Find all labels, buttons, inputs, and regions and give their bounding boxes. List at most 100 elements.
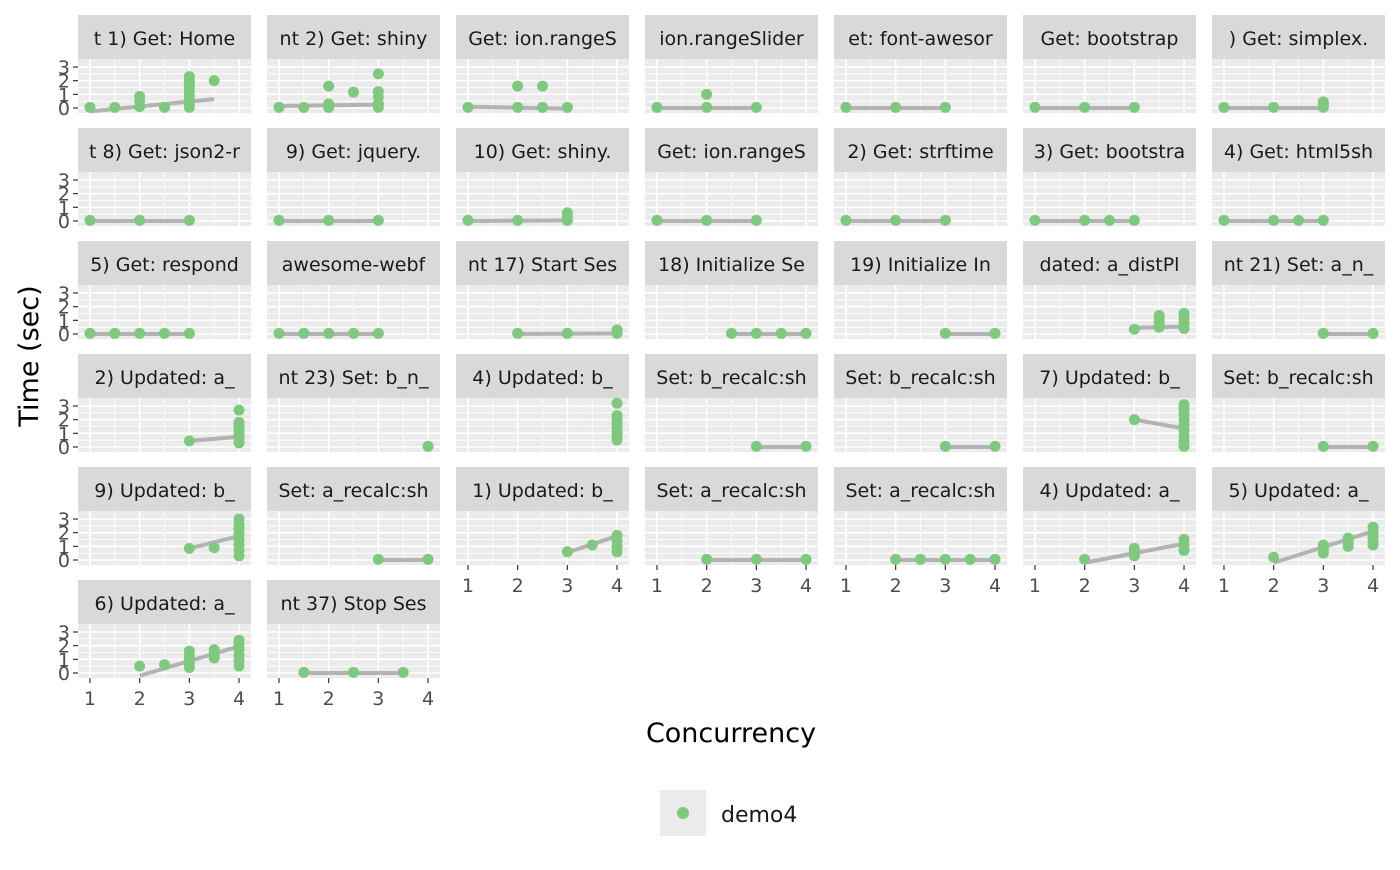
panel: 9) Get: jquery. [267, 128, 440, 226]
y-tick-label: 3 [58, 283, 70, 305]
x-tick-label: 4 [1367, 575, 1379, 597]
y-tick-label: 0 [58, 550, 70, 572]
data-point [651, 214, 663, 226]
panel: Get: ion.rangeS [645, 128, 818, 226]
x-tick-label: 1 [1218, 575, 1230, 597]
data-point [1128, 323, 1140, 335]
x-tick-label: 2 [1268, 575, 1280, 597]
panel-title: 6) Updated: a_ [95, 593, 235, 615]
data-point [1178, 308, 1190, 319]
data-point [462, 214, 474, 226]
panel-title: Set: b_recalc:sh [845, 367, 995, 389]
data-point [726, 327, 737, 339]
data-point [964, 553, 976, 565]
panel-title: 4) Updated: a_ [1040, 480, 1180, 502]
data-point [1218, 101, 1230, 113]
data-point [1268, 101, 1280, 113]
data-point [701, 553, 713, 565]
data-point [422, 440, 434, 452]
data-point [611, 397, 623, 409]
panel-title: 3) Get: bootstra [1034, 141, 1185, 163]
data-point [208, 542, 220, 554]
panel: ion.rangeSlider [645, 15, 818, 113]
panel: Get: ion.rangeS [456, 15, 629, 113]
x-tick-label: 1 [840, 575, 852, 597]
data-point [1153, 310, 1165, 322]
panel-strip [645, 15, 818, 59]
x-tick-label: 4 [611, 575, 623, 597]
data-point [134, 214, 146, 226]
y-tick-label: 0 [58, 324, 70, 346]
trend-line [189, 434, 240, 443]
panel: Set: b_recalc:sh [645, 354, 818, 452]
panel: 10) Get: shiny. [456, 128, 629, 226]
x-tick-label: 2 [134, 688, 146, 710]
panel: 19) Initialize In [834, 241, 1007, 339]
y-tick-label: 2 [58, 636, 70, 658]
y-tick-label: 3 [58, 170, 70, 192]
data-point [800, 440, 812, 452]
y-tick-label: 1 [58, 84, 70, 106]
x-tick-label: 2 [890, 575, 902, 597]
panel: 5) Updated: a_ 1 2 3 4 [1212, 467, 1385, 597]
panel-strip [78, 467, 251, 511]
legend-label: demo4 [721, 803, 797, 828]
data-point [701, 88, 713, 100]
data-point [840, 101, 852, 113]
data-point [1178, 534, 1190, 545]
panel-strip [78, 354, 251, 398]
panel-strip [267, 354, 440, 398]
panel-title: Set: a_recalc:sh [845, 480, 995, 502]
data-point [840, 214, 852, 226]
data-point [1079, 553, 1091, 565]
y-tick-label: 1 [58, 536, 70, 558]
panel-title: t 8) Get: json2-r [89, 141, 240, 163]
data-point [323, 214, 335, 226]
y-tick-label: 3 [58, 509, 70, 531]
panel: 1) Updated: b_ 1 2 3 4 [456, 467, 629, 597]
data-point [109, 101, 121, 113]
data-point [939, 553, 951, 565]
x-tick-label: 3 [939, 575, 951, 597]
panel-title: Get: bootstrap [1041, 28, 1179, 50]
panel-title: 2) Get: strftime [847, 141, 993, 163]
panel-strip [456, 354, 629, 398]
data-point [298, 666, 310, 678]
panel-title: nt 37) Stop Ses [280, 593, 426, 615]
panel-strip [834, 241, 1007, 285]
panel-strip [456, 241, 629, 285]
panel-strip [456, 467, 629, 511]
panel-strip [834, 467, 1007, 511]
y-tick-label: 2 [58, 410, 70, 432]
y-tick-label: 0 [58, 211, 70, 233]
data-point [512, 327, 524, 339]
panel-strip [1023, 15, 1196, 59]
data-point [159, 101, 170, 113]
panel-title: Set: a_recalc:sh [656, 480, 806, 502]
data-point [890, 101, 902, 113]
x-tick-label: 1 [84, 688, 96, 710]
data-point [611, 324, 623, 336]
data-point [890, 214, 902, 226]
data-point [348, 327, 359, 339]
panel-strip [1023, 241, 1196, 285]
data-point [586, 539, 598, 551]
panel-strip [1023, 354, 1196, 398]
data-point [1128, 542, 1140, 554]
panel-strip [834, 15, 1007, 59]
panel: awesome-webf [267, 241, 440, 339]
data-point [775, 327, 787, 339]
panel-title: 4) Get: html5sh [1224, 141, 1373, 163]
data-point [1128, 101, 1140, 113]
data-point [372, 553, 384, 565]
data-point [939, 327, 951, 339]
panel-title: 9) Get: jquery. [286, 141, 421, 163]
x-axis-title: Concurrency [646, 718, 816, 749]
data-point [512, 101, 524, 113]
panel-strip [78, 128, 251, 172]
panel-strip [267, 241, 440, 285]
data-point [183, 71, 195, 83]
panel-title: 5) Get: respond [90, 254, 239, 276]
x-tick-label: 1 [651, 575, 663, 597]
